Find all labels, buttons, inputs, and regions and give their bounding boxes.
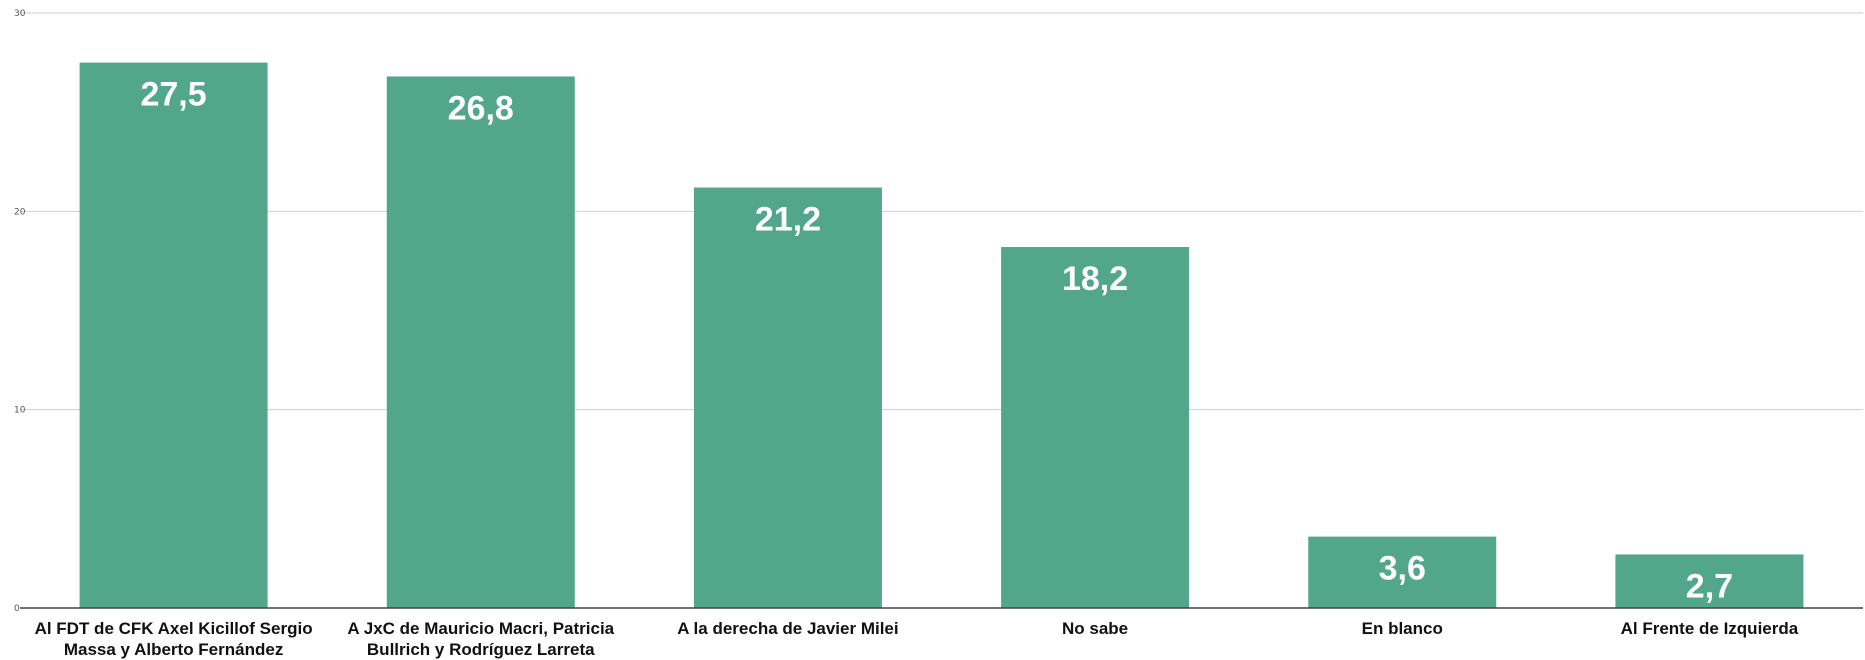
data-label: 3,6 xyxy=(1379,550,1426,588)
y-tick-label: 20 xyxy=(14,207,26,217)
y-tick-label: 10 xyxy=(14,406,26,416)
x-tick-label: No sabe xyxy=(1062,619,1128,638)
bar xyxy=(693,187,882,609)
bar xyxy=(1308,536,1497,608)
data-labels-layer: 27,5 26,8 21,2 18,2 3,6 2,7 xyxy=(140,76,1733,606)
x-axis: Al FDT de CFK Axel Kicillof Sergio Massa … xyxy=(20,607,1863,659)
x-tick-label: A JxC de Mauricio Macri, Patricia xyxy=(347,619,614,638)
y-axis: 0 10 20 30 xyxy=(14,9,26,614)
data-label: 27,5 xyxy=(140,76,206,114)
bar xyxy=(79,62,268,609)
x-tick-label: En blanco xyxy=(1362,619,1443,638)
data-label: 26,8 xyxy=(448,89,514,127)
x-tick-label: Massa y Alberto Fernández xyxy=(64,640,284,659)
bar xyxy=(1001,247,1190,609)
x-tick-label: Bullrich y Rodríguez Larreta xyxy=(367,640,595,659)
x-tick-label: Al FDT de CFK Axel Kicillof Sergio xyxy=(35,619,313,638)
x-tick-label: A la derecha de Javier Milei xyxy=(677,619,898,638)
data-label: 21,2 xyxy=(755,201,821,239)
bars-layer xyxy=(79,62,1804,609)
y-tick-label: 30 xyxy=(14,9,26,19)
y-tick-label: 0 xyxy=(14,604,20,614)
bar xyxy=(386,76,575,608)
x-tick-label: Al Frente de Izquierda xyxy=(1621,619,1799,638)
bar xyxy=(1615,554,1804,608)
data-label: 18,2 xyxy=(1062,260,1128,298)
grid-layer xyxy=(20,12,1863,411)
data-label: 2,7 xyxy=(1686,567,1733,605)
